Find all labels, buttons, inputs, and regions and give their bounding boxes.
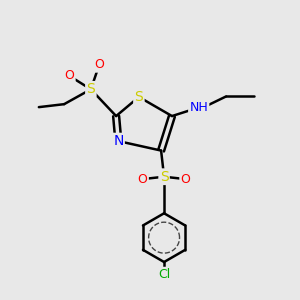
Text: O: O: [64, 69, 74, 82]
Text: S: S: [160, 170, 169, 184]
Text: NH: NH: [189, 101, 208, 114]
Text: O: O: [94, 58, 104, 71]
Text: O: O: [138, 172, 148, 186]
Text: S: S: [134, 90, 143, 104]
Text: N: N: [113, 134, 124, 148]
Text: O: O: [181, 172, 190, 186]
Text: Cl: Cl: [158, 268, 170, 281]
Text: S: S: [86, 82, 95, 96]
